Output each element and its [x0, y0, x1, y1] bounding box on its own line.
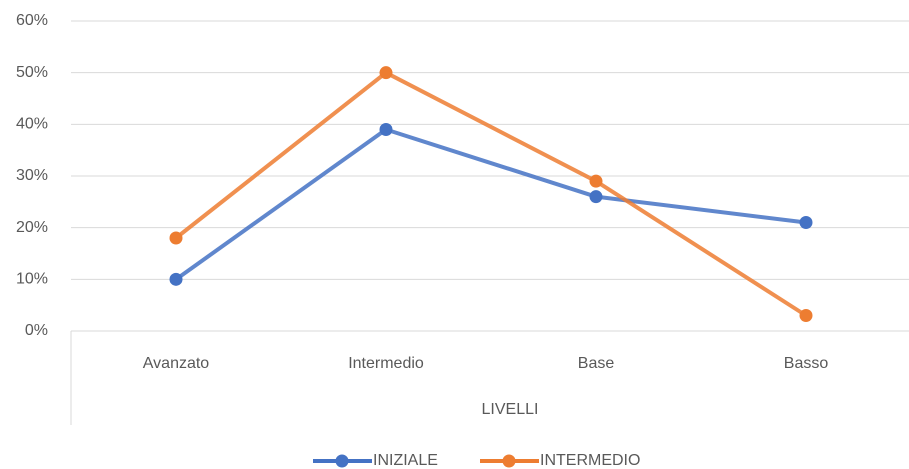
data-point — [379, 123, 393, 136]
legend-marker — [335, 454, 349, 468]
data-point — [169, 272, 183, 286]
data-point — [379, 66, 393, 80]
x-tick-label: Avanzato — [143, 355, 210, 372]
data-point — [799, 309, 813, 322]
data-point — [589, 174, 603, 188]
x-tick-label: Base — [578, 355, 615, 372]
legend-label: INTERMEDIO — [540, 452, 640, 469]
data-point — [799, 216, 813, 229]
data-point — [589, 190, 603, 204]
legend-label: INIZIALE — [373, 452, 438, 469]
y-tick-label: 50% — [16, 64, 48, 81]
x-axis-label: LIVELLI — [482, 401, 539, 418]
y-tick-label: 30% — [16, 167, 48, 184]
y-tick-label: 0% — [25, 322, 48, 339]
series-line — [174, 70, 808, 318]
y-tick-label: 20% — [16, 219, 48, 236]
x-tick-label: Intermedio — [348, 355, 424, 372]
x-tick-label: Basso — [784, 355, 829, 372]
y-tick-label: 10% — [16, 271, 48, 288]
series-line — [174, 127, 807, 281]
legend-marker — [502, 454, 516, 468]
data-point — [169, 231, 183, 245]
y-tick-label: 40% — [16, 116, 48, 133]
y-tick-label: 60% — [16, 12, 48, 29]
